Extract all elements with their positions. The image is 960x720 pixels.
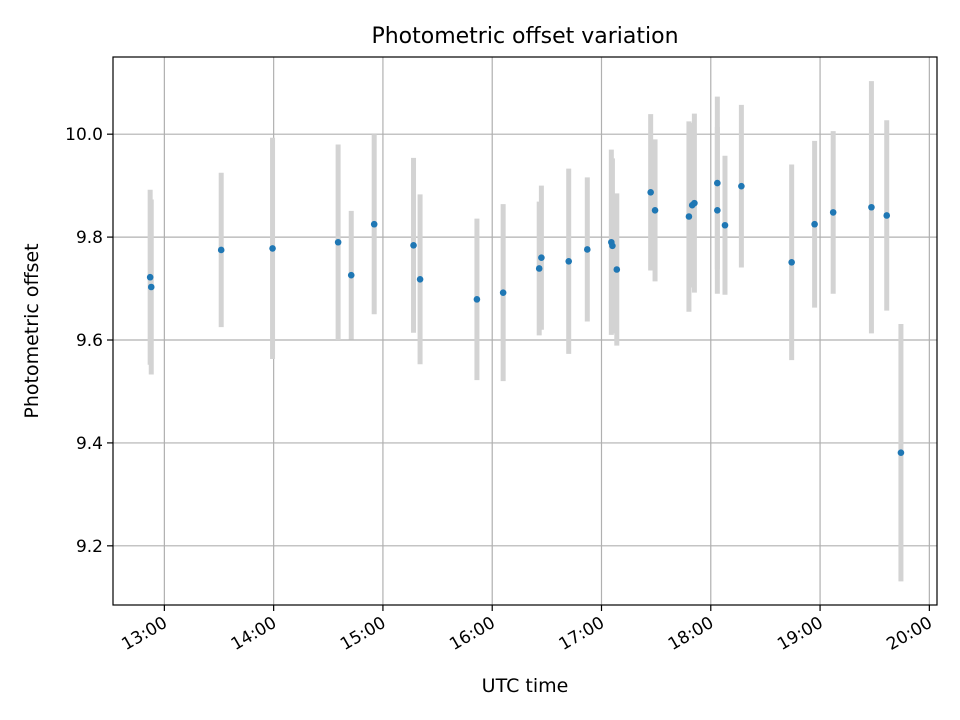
x-tick-label: 18:00 <box>665 613 717 655</box>
x-tick-label: 15:00 <box>337 613 389 655</box>
data-point <box>269 245 276 252</box>
data-point <box>583 246 591 253</box>
data-point <box>347 271 355 279</box>
data-point <box>738 182 745 190</box>
x-tick-label: 17:00 <box>556 613 608 655</box>
y-tick-label: 10.0 <box>65 125 103 145</box>
data-point <box>691 199 698 207</box>
y-tick-label: 9.6 <box>76 331 103 351</box>
data-point <box>410 242 417 249</box>
data-point <box>334 238 342 246</box>
plot-frame <box>112 56 938 606</box>
data-point <box>714 179 721 187</box>
data-point <box>609 242 616 250</box>
errorbars <box>147 81 904 582</box>
y-axis-ticks: 9.2 9.4 9.6 9.8 10.0 <box>65 125 113 557</box>
x-tick-label: 20:00 <box>883 613 935 655</box>
data-point <box>685 213 693 220</box>
data-point <box>647 189 654 196</box>
x-axis-ticks: 13:00 14:00 15:00 16:00 17:00 18:00 19:00 20:00 <box>118 605 936 655</box>
data-point <box>788 259 795 266</box>
data-point <box>721 221 729 229</box>
chart-title: Photometric offset variation <box>371 24 678 49</box>
data-point <box>829 209 837 216</box>
data-point <box>538 254 545 261</box>
data-point <box>883 212 891 219</box>
data-point <box>651 207 659 214</box>
data-point <box>473 296 481 303</box>
y-tick-label: 9.8 <box>76 228 103 248</box>
data-point <box>370 220 378 228</box>
x-tick-label: 13:00 <box>118 613 170 655</box>
x-tick-label: 19:00 <box>774 613 826 655</box>
x-tick-label: 16:00 <box>446 613 498 655</box>
data-point <box>811 220 818 228</box>
data-point <box>146 273 154 281</box>
y-tick-label: 9.2 <box>76 537 103 557</box>
y-tick-label: 9.4 <box>76 434 103 454</box>
data-point <box>147 283 155 291</box>
data-point <box>613 266 621 273</box>
data-points <box>146 179 905 456</box>
data-point <box>535 265 543 272</box>
data-point <box>868 203 875 211</box>
x-tick-label: 14:00 <box>228 613 280 655</box>
y-axis-label: Photometric offset <box>21 243 43 418</box>
data-point <box>217 246 225 254</box>
grid <box>113 57 937 605</box>
data-point <box>565 257 573 265</box>
data-point <box>416 275 424 283</box>
data-point <box>714 207 721 214</box>
x-axis-label: UTC time <box>482 675 569 697</box>
data-point <box>499 289 507 296</box>
data-point <box>897 449 905 456</box>
